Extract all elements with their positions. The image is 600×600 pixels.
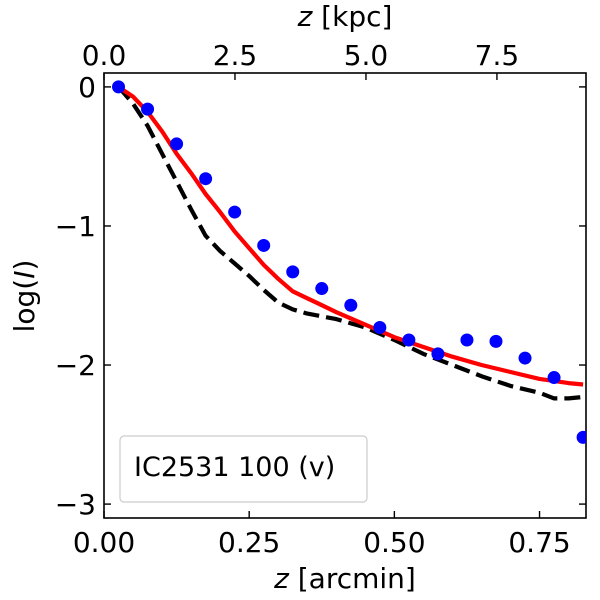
data-point bbox=[112, 80, 126, 94]
data-point bbox=[170, 137, 184, 151]
data-point bbox=[460, 333, 474, 347]
top-x-tick-label: 7.5 bbox=[475, 39, 520, 72]
y-tick-label: −2 bbox=[55, 349, 96, 382]
top-x-tick-label: 5.0 bbox=[344, 39, 389, 72]
legend-box bbox=[119, 435, 368, 503]
top-x-axis-label: z [kpc] bbox=[297, 0, 393, 33]
y-tick-label: 0 bbox=[78, 71, 96, 104]
data-point bbox=[228, 205, 242, 219]
data-point bbox=[518, 351, 532, 365]
data-point bbox=[141, 102, 155, 116]
y-tick-label: −1 bbox=[55, 210, 96, 243]
top-x-tick-label: 0.0 bbox=[82, 39, 127, 72]
y-tick-label: −3 bbox=[55, 488, 96, 521]
x-tick-label: 0.00 bbox=[73, 526, 135, 559]
y-axis-label: log(I) bbox=[8, 260, 41, 333]
ticks: 0.00 0.25 0.50 0.75 0.0 2.5 5.0 7.5 0 −1 −2 −3 bbox=[55, 39, 586, 559]
data-point bbox=[344, 298, 358, 312]
data-point bbox=[315, 282, 329, 296]
plot-frame bbox=[103, 72, 587, 519]
data-point bbox=[257, 238, 271, 252]
data-point bbox=[547, 371, 561, 385]
data-point bbox=[576, 430, 586, 444]
x-tick-label: 0.75 bbox=[508, 526, 570, 559]
legend-text: IC2531 100 (v) bbox=[134, 452, 335, 483]
dashed-model-line bbox=[116, 85, 584, 401]
data-point bbox=[373, 320, 387, 334]
top-x-tick-label: 2.5 bbox=[213, 39, 258, 72]
data-point bbox=[489, 334, 503, 348]
x-axis-label: z [arcmin] bbox=[273, 562, 416, 595]
data-point bbox=[402, 333, 416, 347]
x-tick-label: 0.25 bbox=[218, 526, 280, 559]
model-line bbox=[117, 85, 584, 387]
data-point bbox=[431, 347, 445, 361]
legend: IC2531 100 (v) bbox=[119, 435, 368, 503]
data-point bbox=[199, 172, 213, 186]
data-point bbox=[286, 265, 300, 279]
series bbox=[112, 80, 586, 444]
x-tick-label: 0.50 bbox=[363, 526, 425, 559]
